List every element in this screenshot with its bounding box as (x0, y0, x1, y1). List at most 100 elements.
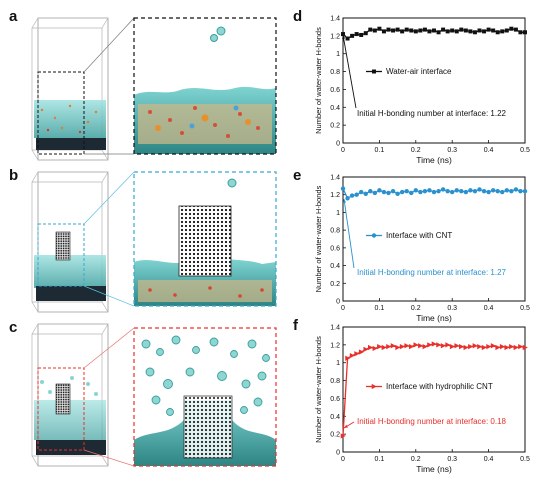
x-tick-label: 0.1 (375, 305, 385, 312)
annotation-text: Initial H-bonding number at interface: 1… (357, 268, 507, 277)
data-point-square (472, 30, 477, 35)
data-point-circle (472, 188, 478, 194)
data-point-circle (354, 192, 359, 197)
data-point-square (354, 32, 359, 37)
data-point-square (404, 27, 409, 32)
water-droplets-c (141, 335, 270, 416)
data-point-square (445, 29, 450, 34)
data-point-circle (372, 190, 378, 196)
data-point-square (372, 28, 377, 33)
data-point-triangle (499, 344, 506, 350)
panel-label-e: e (293, 167, 301, 184)
data-point-circle (504, 188, 509, 193)
data-point-square (436, 30, 441, 35)
x-tick-label: 0.1 (375, 147, 385, 154)
x-axis-label: Time (ns) (416, 464, 452, 474)
x-tick-label: 0.1 (375, 456, 385, 463)
data-point-triangle (440, 343, 446, 349)
y-tick-label: 1.2 (330, 192, 340, 199)
annotation-arrow (342, 34, 357, 109)
data-point-circle (518, 188, 523, 194)
y-tick-label: 0.4 (330, 263, 340, 270)
data-point-triangle (363, 346, 369, 352)
data-point-square (400, 29, 405, 34)
legend-marker (372, 69, 376, 74)
data-point-circle (513, 187, 519, 192)
data-point-circle (495, 188, 500, 194)
data-point-circle (340, 186, 346, 191)
y-tick-label: 1.4 (330, 16, 340, 23)
data-point-square (477, 28, 482, 33)
data-point-square (409, 28, 414, 33)
data-point-circle (440, 187, 446, 192)
data-point-triangle (358, 349, 364, 355)
data-point-triangle (522, 344, 528, 351)
data-point-square (459, 27, 464, 32)
data-point-triangle (390, 343, 396, 349)
legend-label: Water-air interface (386, 67, 452, 76)
y-tick-label: 0.6 (330, 245, 340, 252)
data-point-square (454, 29, 459, 34)
data-point-square (500, 29, 505, 34)
chart-panel-f: 0 0.2 0.4 0.6 0.8 1 1.2 1.4 0 0.1 0.2 0.3 0.4 0.5 Time… (314, 325, 530, 475)
data-point-circle (454, 188, 459, 193)
x-tick-label: 0.3 (447, 456, 457, 463)
data-point-square (513, 27, 518, 32)
data-point-circle (418, 189, 423, 195)
y-tick-label: 0.8 (330, 69, 340, 76)
cnt-tube-b (178, 205, 232, 277)
data-point-circle (509, 188, 514, 194)
zoom-region-a (37, 71, 85, 155)
panel-label-d: d (293, 8, 302, 25)
x-tick-label: 0 (341, 456, 345, 463)
data-point-triangle (490, 343, 496, 349)
data-point-circle (459, 188, 464, 194)
data-point-square (486, 27, 491, 32)
y-tick-label: 0.2 (330, 281, 340, 288)
data-point-triangle (481, 344, 487, 351)
data-point-circle (522, 188, 528, 194)
data-point-triangle (436, 342, 442, 348)
data-point-square (468, 29, 473, 34)
data-point-square (368, 27, 373, 32)
legend-marker (371, 383, 377, 390)
annotation-text: Initial H-bonding number at interface: 0… (357, 417, 507, 426)
y-tick-label: 1.4 (330, 175, 340, 182)
simulation-image-b (31, 171, 277, 313)
data-point-circle (404, 188, 409, 194)
x-tick-label: 0 (341, 147, 345, 154)
chart-panel-d: 0 0.2 0.4 0.6 0.8 1 1.2 1.4 0 0.1 0.2 0.3 0.4 0.5 Time… (314, 16, 530, 166)
y-tick-label: 0.2 (330, 123, 340, 130)
annotation-arrowhead (342, 199, 347, 203)
data-point-triangle (349, 352, 355, 359)
data-point-square (427, 29, 432, 34)
panel-label-b: b (9, 167, 18, 184)
x-tick-label: 0.2 (411, 147, 421, 154)
y-tick-label: 1.2 (330, 33, 340, 40)
y-tick-label: 1.4 (330, 325, 340, 332)
annotation-arrowhead (344, 424, 348, 428)
data-point-circle (486, 189, 491, 195)
data-point-square (341, 32, 345, 37)
data-point-circle (481, 188, 487, 194)
data-point-square (450, 28, 455, 33)
zoom-view-a (133, 17, 277, 155)
sim-box-a (31, 17, 109, 161)
sim-box-b (31, 171, 109, 313)
y-tick-label: 0.8 (330, 378, 340, 385)
data-point-triangle (372, 345, 378, 352)
data-point-square (509, 26, 514, 31)
data-point-square (381, 29, 386, 34)
y-axis-label: Number of water-water H-bonds (314, 336, 323, 443)
x-tick-label: 0 (341, 305, 345, 312)
data-point-circle (409, 190, 414, 196)
y-tick-label: 0.2 (330, 432, 340, 439)
y-tick-label: 0.4 (330, 414, 340, 421)
data-point-circle (368, 188, 373, 194)
data-point-triangle (454, 343, 460, 349)
annotation-arrowhead (342, 35, 346, 39)
data-point-square (418, 28, 423, 33)
panel-label-c: c (9, 319, 17, 336)
x-axis-label: Time (ns) (416, 155, 452, 165)
x-tick-label: 0.4 (484, 305, 494, 312)
